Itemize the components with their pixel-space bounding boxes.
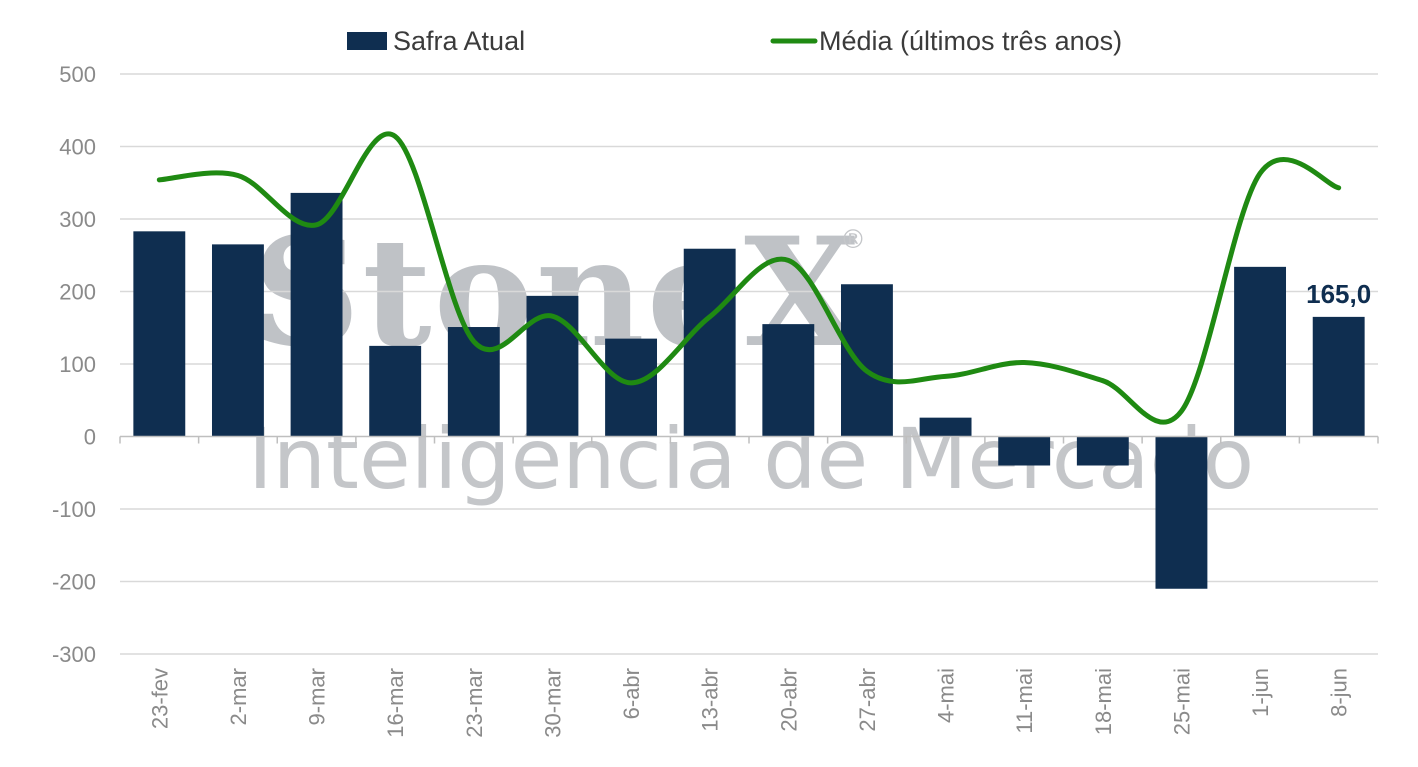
x-tick-label: 13-abr [698, 668, 723, 732]
bar [762, 324, 815, 437]
bar [840, 284, 893, 437]
bar [1312, 316, 1365, 437]
bar [133, 231, 186, 437]
x-tick-label: 30-mar [540, 668, 565, 738]
bar [290, 192, 343, 437]
x-tick-label: 20-abr [776, 668, 801, 732]
watermark-registered: ® [840, 225, 866, 255]
y-tick-label: -100 [52, 497, 96, 522]
y-tick-label: 300 [59, 207, 96, 232]
y-tick-label: 200 [59, 280, 96, 305]
bar [919, 417, 972, 437]
y-tick-label: -200 [52, 570, 96, 595]
legend: Safra Atual Média (últimos três anos) [347, 26, 1122, 56]
bar [998, 436, 1051, 466]
bar [447, 327, 500, 437]
x-axis-line [119, 435, 1379, 444]
bar [1234, 266, 1287, 437]
x-tick-label: 9-mar [305, 668, 330, 725]
x-tick-label: 27-abr [855, 668, 880, 732]
bar [369, 345, 422, 437]
y-tick-label: -300 [52, 642, 96, 667]
x-tick-label: 11-mai [1012, 668, 1037, 734]
bar [1076, 436, 1129, 466]
legend-swatch-bar [347, 32, 387, 50]
legend-label-line: Média (últimos três anos) [819, 26, 1122, 56]
x-tick-label: 6-abr [619, 668, 644, 719]
x-tick-label: 4-mai [934, 668, 959, 723]
y-axis-ticks: 500 400 300 200 100 0 -100 -200 -300 [52, 62, 96, 667]
data-label: 165,0 [1306, 279, 1371, 309]
x-tick-label: 18-mai [1091, 668, 1116, 735]
x-tick-label: 25-mai [1169, 668, 1194, 735]
line-path [156, 131, 1342, 425]
legend-label-bar: Safra Atual [393, 26, 525, 56]
x-tick-label: 8-jun [1327, 668, 1352, 717]
x-tick-label: 23-mar [462, 668, 487, 738]
line-series [156, 131, 1342, 425]
y-tick-label: 100 [59, 352, 96, 377]
bar [605, 338, 658, 437]
bar [1155, 436, 1208, 589]
x-tick-label: 2-mar [226, 668, 251, 725]
bar-series [133, 192, 1365, 589]
bar [211, 244, 264, 437]
x-axis-ticks: 23-fev 2-mar 9-mar 16-mar 23-mar 30-mar 6-abr 1… [147, 668, 1351, 738]
y-tick-label: 500 [59, 62, 96, 87]
bar [683, 248, 736, 437]
x-tick-label: 23-fev [147, 668, 172, 729]
annotations: 165,0 [1306, 279, 1371, 309]
x-tick-label: 16-mar [383, 668, 408, 738]
x-tick-label: 1-jun [1248, 668, 1273, 717]
y-tick-label: 0 [84, 425, 96, 450]
y-tick-label: 400 [59, 135, 96, 160]
